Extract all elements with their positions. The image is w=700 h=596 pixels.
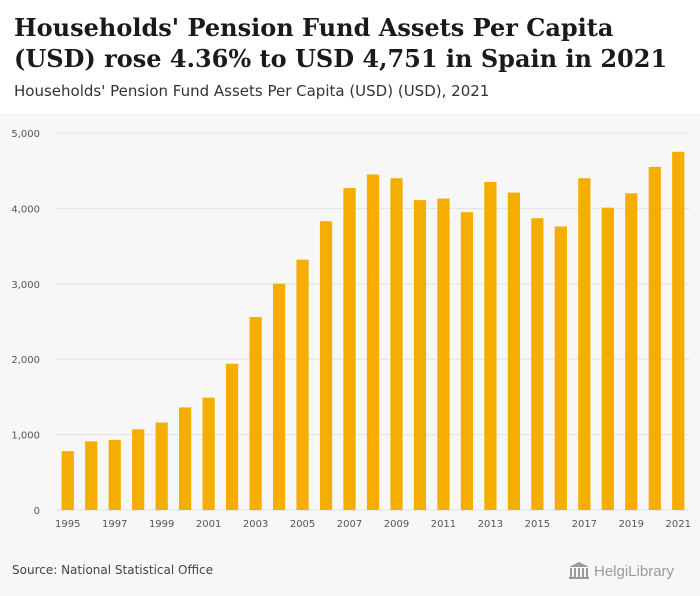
bar-2018 [601, 207, 614, 510]
x-tick-label: 1995 [55, 519, 80, 530]
x-tick-label: 2003 [243, 519, 268, 530]
y-tick-label: 0 [34, 506, 40, 517]
bar-2011 [437, 198, 450, 510]
x-tick-label: 2017 [572, 519, 597, 530]
library-building-icon [569, 562, 589, 579]
bar-2001 [202, 397, 215, 510]
bar-2005 [296, 259, 309, 510]
bar-2016 [554, 226, 567, 510]
x-tick-label: 2011 [431, 519, 456, 530]
bar-2013 [484, 182, 497, 510]
bar-2019 [625, 193, 638, 510]
bar-2002 [226, 363, 239, 510]
x-tick-label: 2021 [666, 519, 691, 530]
bar-2007 [343, 188, 356, 510]
y-tick-label: 4,000 [11, 204, 40, 215]
x-tick-label: 2001 [196, 519, 221, 530]
bar-2012 [460, 212, 474, 511]
header: Households' Pension Fund Assets Per Capi… [0, 0, 700, 113]
bar-chart: 0 1,000 2,000 3,000 4,000 5,000 1995 1997 1999 20… [11, 129, 691, 530]
y-tick-label: 1,000 [11, 431, 40, 442]
bar-2010 [413, 200, 427, 510]
y-tick-label: 3,000 [11, 280, 40, 291]
x-tick-label: 1997 [102, 519, 127, 530]
bar-1998 [132, 429, 145, 510]
bar-1995 [61, 451, 74, 510]
bar-1996 [85, 441, 98, 510]
bar-2015 [531, 218, 544, 510]
x-tick-label: 2015 [525, 519, 550, 530]
y-tick-label: 2,000 [11, 355, 40, 366]
x-tick-label: 2007 [337, 519, 362, 530]
bar-1999 [155, 422, 168, 510]
chart-title: Households' Pension Fund Assets Per Capi… [14, 13, 668, 73]
x-tick-label: 2013 [478, 519, 503, 530]
bar-2020 [648, 166, 661, 510]
bar-2003 [249, 316, 262, 510]
bar-1997 [108, 439, 121, 510]
x-tick-label: 2009 [384, 519, 409, 530]
bar-2008 [366, 174, 380, 510]
bar-2006 [319, 221, 333, 510]
bar-2017 [578, 178, 591, 510]
bar-2021 [672, 151, 685, 510]
y-tick-label: 5,000 [11, 129, 40, 140]
source-note: Source: National Statistical Office [12, 563, 214, 577]
x-tick-label: 1999 [149, 519, 174, 530]
x-tick-label: 2019 [619, 519, 644, 530]
bar-2004 [272, 283, 286, 510]
chart-subtitle: Households' Pension Fund Assets Per Capi… [14, 82, 490, 100]
helgi-library-logo: HelgiLibrary [568, 561, 674, 581]
x-tick-label: 2005 [290, 519, 315, 530]
logo-text: HelgiLibrary [594, 562, 675, 580]
bar-2009 [390, 178, 403, 510]
bar-2014 [507, 192, 520, 510]
bar-2000 [179, 407, 192, 510]
